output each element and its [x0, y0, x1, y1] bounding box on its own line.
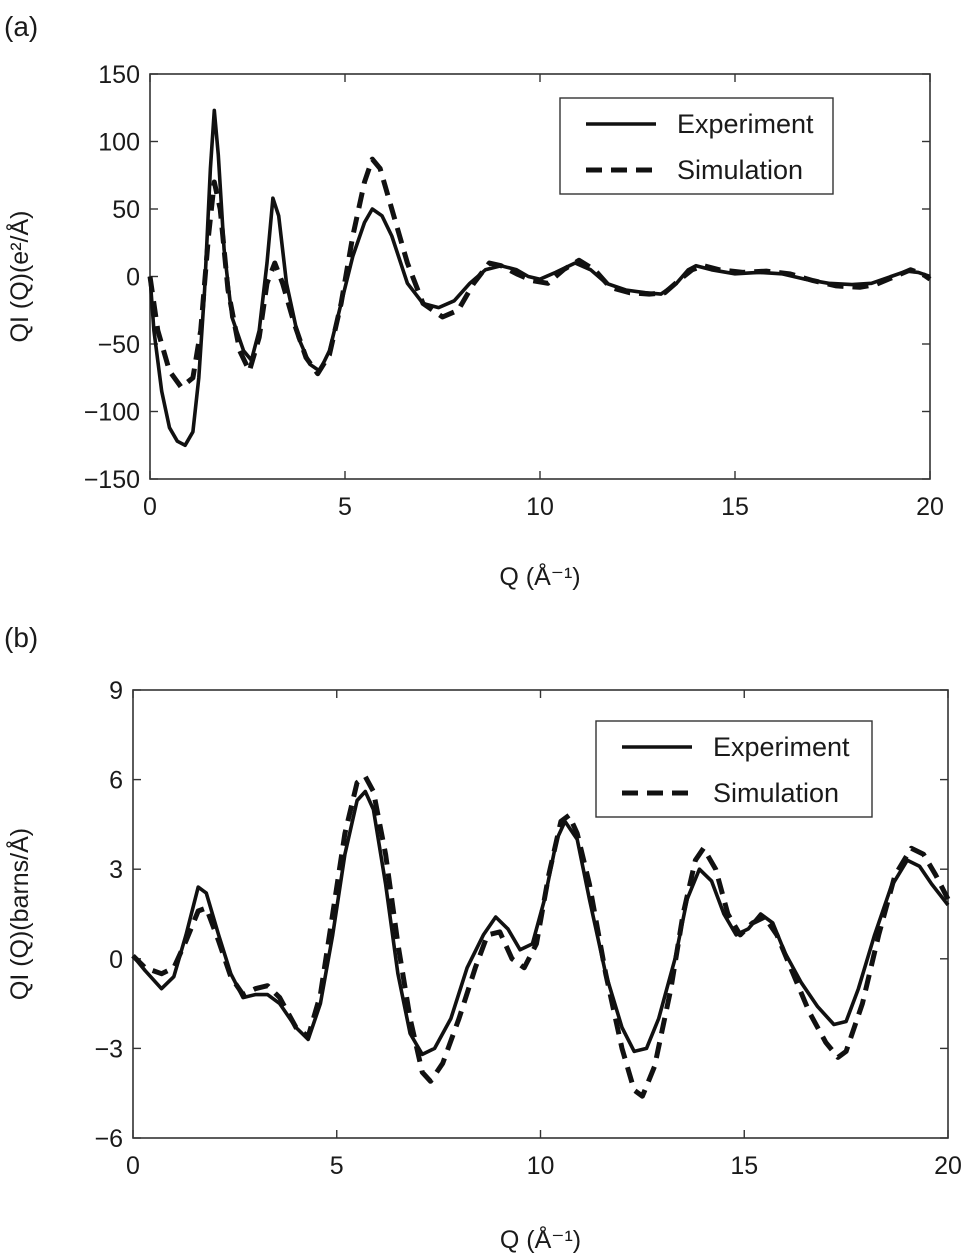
panel-b-series-experiment — [131, 789, 950, 1057]
panel-a-legend-label-simulation: Simulation — [677, 155, 803, 185]
panel-b-legend: Experiment Simulation — [595, 720, 873, 818]
panel-b-ytick-label: 9 — [109, 677, 123, 705]
panel-b-legend-box — [595, 720, 873, 818]
panel-a-y-axis-title: QI (Q)(e²/Å) — [4, 211, 34, 343]
panel-a-ytick-label: 0 — [126, 264, 140, 292]
panel-b-xtick-label: 5 — [330, 1152, 344, 1180]
panel-a-xtick-label: 15 — [721, 493, 749, 521]
panel-a-ytick-label: −50 — [98, 331, 140, 359]
panel-b-ytick-label: −6 — [94, 1125, 123, 1153]
panel-b-label: (b) — [4, 622, 38, 653]
panel-a-xtick-label: 20 — [916, 493, 944, 521]
panel-a-xtick-label: 5 — [338, 493, 352, 521]
panel-a-plot: 0 5 10 15 20 −150 −100 −50 0 50 100 150 Q (Å⁻¹) QI (Q… — [4, 61, 944, 591]
panel-a-ytick-label: 150 — [98, 61, 140, 89]
panel-a-xtick-label: 0 — [143, 493, 157, 521]
panel-b-x-axis-title: Q (Å⁻¹) — [500, 1224, 581, 1254]
panel-b-xtick-label: 0 — [126, 1152, 140, 1180]
panel-b-xtick-label: 20 — [934, 1152, 962, 1180]
panel-a-ytick-label: −100 — [84, 399, 140, 427]
panel-a-x-axis-title: Q (Å⁻¹) — [499, 561, 580, 591]
panel-b-legend-label-experiment: Experiment — [713, 732, 850, 762]
panel-b-series-simulation — [131, 774, 951, 1099]
panel-a-ytick-label: 100 — [98, 129, 140, 157]
panel-a-legend-box — [559, 97, 834, 195]
panel-b-xtick-label: 15 — [730, 1152, 758, 1180]
panel-a-series-experiment — [148, 108, 931, 448]
panel-a-legend: Experiment Simulation — [559, 97, 834, 195]
panel-a-series-simulation — [147, 156, 932, 390]
panel-b-ytick-label: 3 — [109, 856, 123, 884]
panel-b: (b) 0 5 10 15 20 −6 −3 0 3 6 9 Q (Å⁻¹) QI (Q)(barns/… — [4, 622, 962, 1254]
panel-b-y-axis-title: QI (Q)(barns/Å) — [4, 828, 34, 1000]
panel-b-ytick-label: −3 — [94, 1035, 123, 1063]
panel-b-legend-label-simulation: Simulation — [713, 778, 839, 808]
panel-a-label: (a) — [4, 11, 38, 42]
panel-a-legend-label-experiment: Experiment — [677, 109, 814, 139]
panel-a: (a) 0 5 10 15 20 −150 −100 −50 0 50 100 150 Q (Å⁻¹) Q… — [4, 11, 944, 591]
panel-a-ytick-label: −150 — [84, 466, 140, 494]
panel-a-xtick-label: 10 — [526, 493, 554, 521]
panel-b-xtick-label: 10 — [527, 1152, 555, 1180]
panel-a-ytick-label: 50 — [112, 196, 140, 224]
panel-b-ytick-label: 0 — [109, 946, 123, 974]
panel-b-ytick-label: 6 — [109, 767, 123, 795]
panel-b-plot: 0 5 10 15 20 −6 −3 0 3 6 9 Q (Å⁻¹) QI (Q)(barns/Å) Ex… — [4, 677, 962, 1254]
